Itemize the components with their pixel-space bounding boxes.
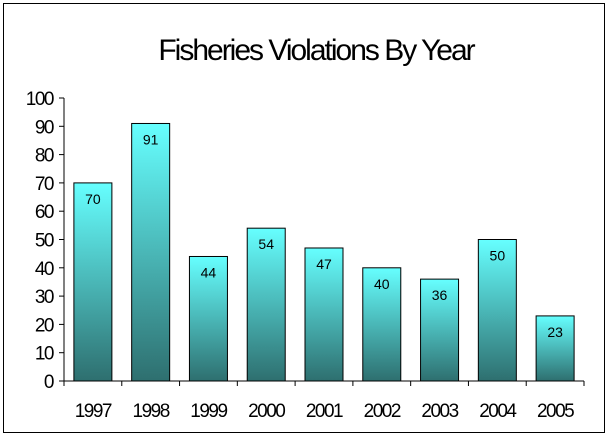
- data-label-2004: 50: [490, 248, 506, 264]
- data-label-2002: 40: [374, 276, 390, 292]
- chart-title: Fisheries Violations By Year: [158, 34, 475, 67]
- data-label-2000: 54: [258, 236, 274, 252]
- data-label-2001: 47: [316, 256, 332, 272]
- x-tick-label-1998: 1998: [133, 401, 170, 422]
- data-label-2005: 23: [547, 324, 563, 340]
- y-tick-label: 30: [35, 287, 54, 308]
- bars-group: [73, 122, 575, 382]
- bar-2003: [420, 278, 460, 382]
- bar-2001: [304, 247, 344, 382]
- x-tick-label-2002: 2002: [364, 401, 401, 422]
- data-label-1997: 70: [85, 191, 101, 207]
- bar-1999: [188, 255, 228, 382]
- data-label-1999: 44: [201, 264, 217, 280]
- y-tick-label: 0: [44, 372, 54, 393]
- data-label-2003: 36: [432, 287, 448, 303]
- y-tick-label: 70: [35, 174, 54, 195]
- y-tick-label: 100: [26, 89, 54, 110]
- x-tick-label-2005: 2005: [537, 401, 574, 422]
- bar-1998: [131, 122, 171, 382]
- y-tick-label: 40: [35, 259, 54, 280]
- x-tick-label-1999: 1999: [190, 401, 227, 422]
- data-label-1998: 91: [143, 131, 159, 147]
- x-tick-label-1997: 1997: [75, 401, 112, 422]
- bar-1997: [73, 182, 113, 382]
- y-tick-label: 10: [35, 344, 54, 365]
- labels-group: 70 91 44 54 47 40 36 50 23 0 10 20 30 40 50 60 70 80 90 100…: [26, 89, 576, 422]
- bar-2005: [535, 315, 575, 382]
- x-tick-label-2004: 2004: [479, 401, 517, 422]
- y-tick-label: 60: [35, 202, 54, 223]
- y-tick-label: 50: [35, 231, 54, 252]
- x-tick-label-2003: 2003: [421, 401, 458, 422]
- y-tick-label: 20: [35, 315, 54, 336]
- y-tick-label: 80: [35, 146, 54, 167]
- axes-group: [59, 97, 585, 386]
- x-tick-label-2000: 2000: [248, 401, 285, 422]
- x-tick-label-2001: 2001: [306, 401, 343, 422]
- y-tick-label: 90: [35, 117, 54, 138]
